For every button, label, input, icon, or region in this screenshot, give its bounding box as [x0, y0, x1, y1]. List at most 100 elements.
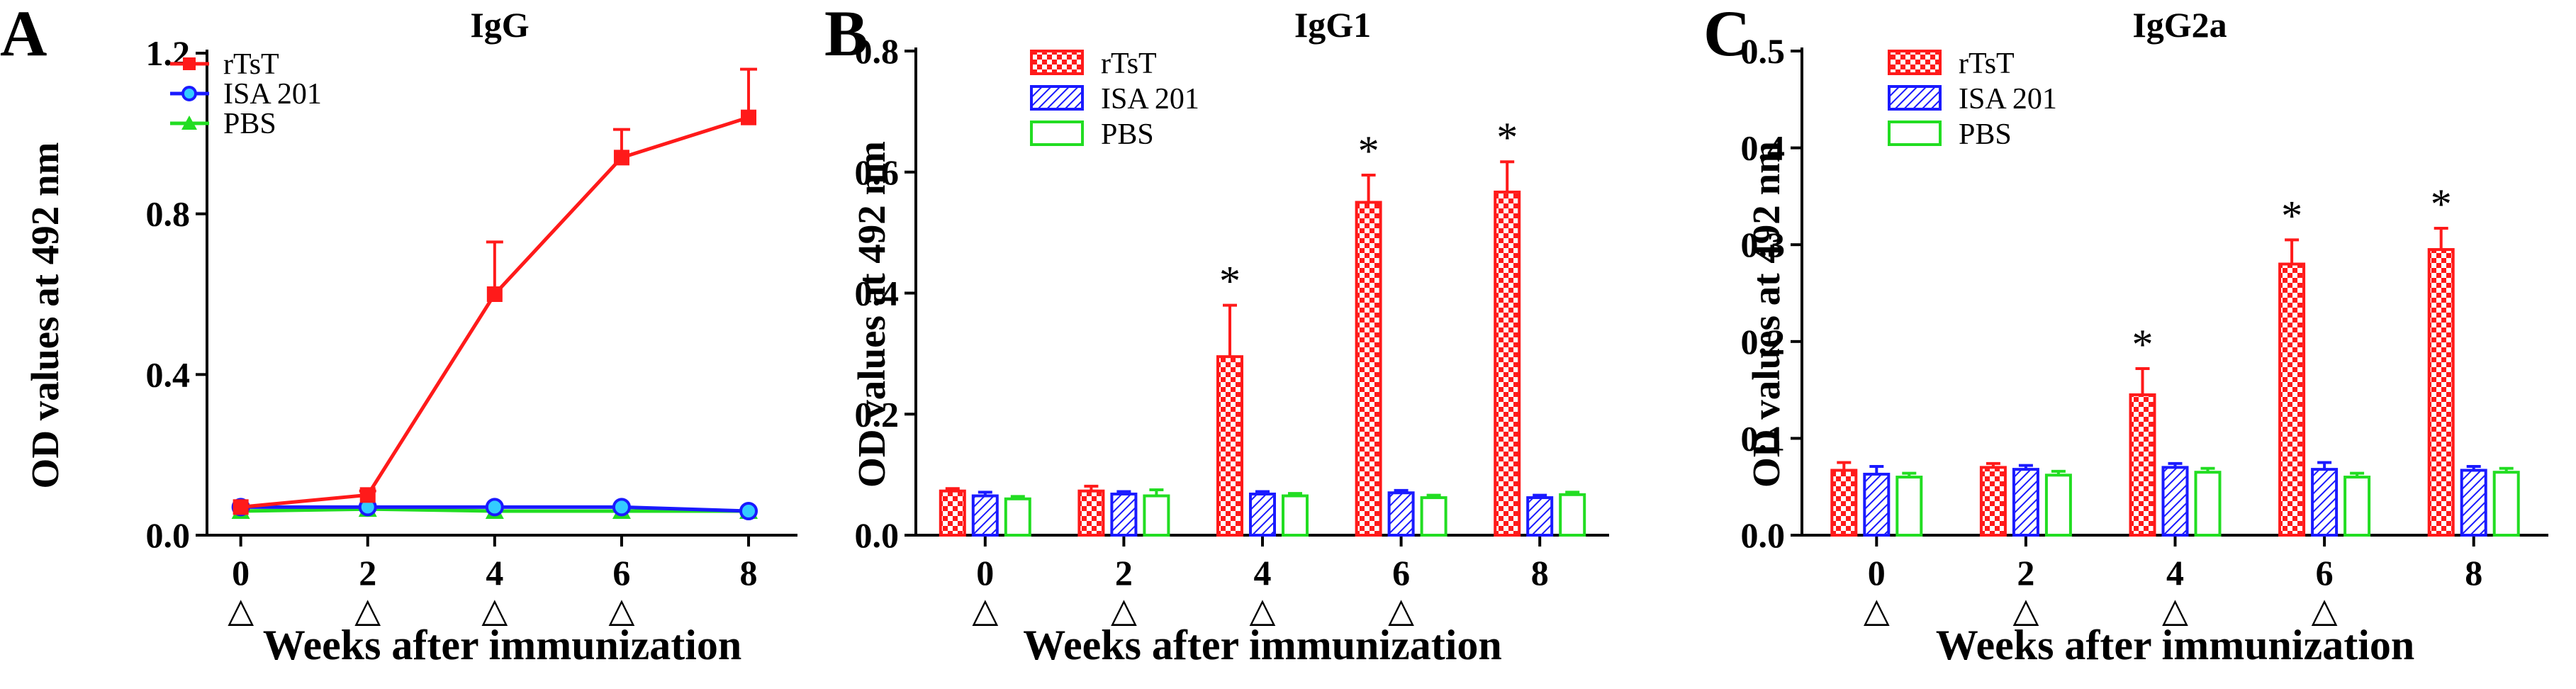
- y-tick-label: 0.4: [146, 354, 191, 394]
- y-axis-label: OD values at 492 nm: [850, 141, 893, 488]
- immunization-marker: △: [2012, 592, 2039, 629]
- bar-pbs: [2194, 471, 2222, 537]
- bar-pbs: [2492, 471, 2520, 537]
- x-tick-label: 2: [1115, 553, 1133, 593]
- legend-label: rTsT: [1959, 47, 2015, 80]
- immunization-marker: △: [1250, 592, 1276, 629]
- x-axis-label: Weeks after immunization: [263, 622, 742, 668]
- x-tick-label: 8: [1531, 553, 1549, 593]
- legend-label: ISA 201: [223, 78, 322, 111]
- x-tick-label: 0: [232, 553, 250, 593]
- bar-isa-201: [1526, 496, 1554, 537]
- legend-label: rTsT: [223, 48, 279, 81]
- data-point: [486, 286, 503, 302]
- x-tick-label: 4: [486, 553, 503, 593]
- legend-swatch: [1888, 121, 1942, 146]
- panel-a: A IgG 0.0 0.4 0.8 1.2 OD values at 492 nm 0 2 4 6 8…: [0, 0, 797, 668]
- immunization-marker: △: [1864, 592, 1890, 629]
- chart-title: IgG2a: [2132, 5, 2227, 45]
- y-tick-label: 0.0: [1741, 515, 1786, 555]
- legend-swatch: [1030, 85, 1084, 111]
- data-point: [612, 498, 631, 517]
- chart-title: IgG: [470, 5, 529, 45]
- x-tick-label: 8: [2465, 553, 2482, 593]
- immunization-marker: △: [1111, 592, 1137, 629]
- bar-isa-201: [2460, 469, 2487, 537]
- bar-pbs: [2343, 476, 2371, 537]
- bar-rtst: [2278, 262, 2306, 537]
- bar-isa-201: [2012, 468, 2039, 537]
- x-axis-label: Weeks after immunization: [1023, 622, 1502, 668]
- x-tick-label: 4: [2166, 553, 2184, 593]
- y-tick-label: 0.6: [855, 152, 900, 192]
- legend-marker: [181, 116, 197, 130]
- immunization-marker: △: [1388, 592, 1414, 629]
- bar-isa-201: [1249, 492, 1276, 537]
- panel-c: C IgG2a 0.0 0.1 0.2 0.3 0.4 0.5 OD values at 492…: [1703, 0, 2548, 668]
- legend-label: ISA 201: [1101, 83, 1199, 116]
- immunization-marker: △: [608, 592, 634, 629]
- data-point: [741, 109, 757, 125]
- x-tick-label: 0: [976, 553, 994, 593]
- bar-isa-201: [2161, 466, 2189, 537]
- immunization-marker: △: [354, 592, 381, 629]
- x-axis-label: Weeks after immunization: [1936, 622, 2415, 668]
- y-tick-label: 0.2: [1741, 322, 1786, 362]
- legend-marker: [183, 57, 196, 70]
- legend-marker: [181, 86, 197, 101]
- x-tick-label: 8: [740, 553, 758, 593]
- x-tick-label: 4: [1254, 553, 1272, 593]
- significance-marker: *: [1496, 114, 1518, 161]
- y-tick-label: 0.4: [855, 274, 900, 313]
- significance-marker: *: [1358, 128, 1379, 174]
- bar-pbs: [1895, 476, 1923, 537]
- significance-marker: *: [2132, 321, 2154, 368]
- bar-isa-201: [1387, 491, 1415, 537]
- x-tick-label: 6: [2316, 553, 2334, 593]
- bar-rtst: [1494, 190, 1521, 537]
- bar-rtst: [1077, 489, 1105, 537]
- legend-label: PBS: [223, 108, 276, 140]
- bar-rtst: [1830, 469, 1858, 537]
- y-axis-label: OD values at 492 nm: [1745, 141, 1788, 488]
- x-tick-label: 0: [1868, 553, 1886, 593]
- bar-pbs: [1559, 493, 1586, 537]
- bar-isa-201: [971, 494, 999, 537]
- y-tick-label: 0.8: [855, 31, 900, 71]
- immunization-marker: △: [228, 592, 254, 629]
- immunization-marker: △: [2312, 592, 2338, 629]
- bar-rtst: [939, 489, 966, 537]
- x-tick-label: 6: [612, 553, 630, 593]
- x-tick-label: 6: [1392, 553, 1410, 593]
- significance-marker: *: [2281, 192, 2302, 239]
- bar-pbs: [1282, 494, 1309, 537]
- y-tick-label: 0.1: [1741, 418, 1786, 458]
- panel-letter: B: [824, 0, 868, 69]
- y-tick-label: 0.2: [855, 394, 900, 434]
- data-point: [485, 498, 504, 517]
- chart-title: IgG1: [1294, 5, 1371, 45]
- y-tick-label: 0.3: [1741, 225, 1786, 264]
- bar-isa-201: [1110, 492, 1138, 537]
- legend-label: rTsT: [1101, 47, 1157, 80]
- legend-swatch: [1888, 50, 1942, 75]
- y-tick-label: 0.8: [146, 194, 191, 234]
- immunization-marker: △: [2162, 592, 2188, 629]
- immunization-marker: △: [481, 592, 508, 629]
- immunization-marker: △: [972, 592, 998, 629]
- panel-letter: C: [1703, 0, 1750, 69]
- bar-pbs: [1420, 496, 1447, 537]
- bar-pbs: [2044, 474, 2072, 537]
- bar-rtst: [1979, 466, 2007, 537]
- bar-rtst: [1355, 201, 1382, 537]
- legend-swatch: [1888, 85, 1942, 111]
- y-tick-label: 0.0: [146, 515, 191, 555]
- data-point: [739, 502, 758, 520]
- bar-rtst: [2129, 393, 2156, 537]
- panel-b: B IgG1 0.0 0.2 0.4 0.6 0.8 OD values at 492 nm 0…: [824, 0, 1609, 668]
- x-tick-label: 2: [359, 553, 376, 593]
- significance-marker: *: [2431, 181, 2452, 228]
- legend-label: ISA 201: [1959, 83, 2057, 116]
- bar-pbs: [1004, 497, 1031, 537]
